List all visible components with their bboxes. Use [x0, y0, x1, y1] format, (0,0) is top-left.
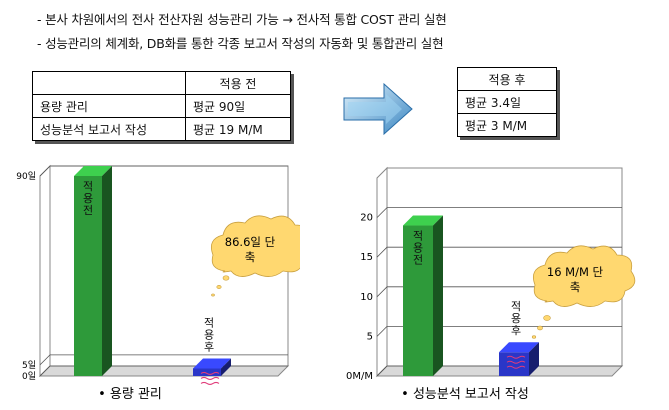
before-table-row-label: 성능분석 보고서 작성	[32, 117, 186, 141]
y-tick-label: 5	[367, 331, 373, 342]
gridline	[39, 354, 288, 366]
callout-cloud	[210, 215, 300, 277]
callout-tail-bubble	[537, 325, 543, 331]
after-bar	[193, 358, 231, 376]
after-table-row-value: 평균 3.4일	[457, 90, 557, 114]
after-table-header: 적용 후	[457, 67, 557, 91]
y-tick-label: 90일	[16, 171, 36, 182]
after-bar-pattern	[506, 355, 526, 359]
bullet-line-2: - 성능관리의 체계화, DB화를 통한 각종 보고서 작성의 자동화 및 통합…	[37, 36, 444, 51]
callout-tail-bubble	[222, 275, 230, 281]
callout-tail-bubble	[211, 293, 215, 297]
callout-tail-bubble	[543, 315, 551, 321]
before-table-header: 적용 전	[185, 71, 291, 95]
y-tick-label: 5일	[22, 360, 36, 371]
callout-label: 86.6일 단	[225, 235, 276, 249]
y-tick-label: 0M/M	[346, 371, 373, 382]
x-axis-label: • 성능분석 보고서 작성	[401, 387, 529, 402]
callout-label: 축	[570, 280, 581, 294]
callout-label: 16 M/M 단	[547, 265, 604, 279]
before-bar	[403, 215, 443, 376]
gridline	[376, 325, 622, 337]
y-tick-label: 15	[360, 252, 373, 263]
before-bar	[74, 166, 112, 376]
callout-tail-bubble	[531, 335, 537, 339]
after-bar-pattern	[200, 376, 220, 380]
callout-label: 축	[245, 250, 256, 264]
after-bar	[499, 342, 539, 376]
report-chart: 20 15 10 5 0M/M 적 용 전적 용 후 16 M/M 단축 • 성능분석 보고서 작성	[346, 166, 636, 402]
after-bar-pattern	[506, 360, 526, 364]
chart-side-wall	[39, 164, 51, 378]
gridline	[39, 165, 288, 177]
after-bar-pattern	[200, 381, 220, 385]
right-arrow-icon	[343, 82, 413, 136]
before-table-row-value: 평균 90일	[185, 94, 291, 118]
y-tick-label: 10	[360, 292, 373, 303]
before-table-row-value: 평균 19 M/M	[185, 117, 291, 141]
gridline	[376, 246, 622, 258]
bullet-line-1: - 본사 차원에서의 전사 전산자원 성능관리 가능 → 전사적 통합 COST…	[37, 12, 447, 27]
gridline	[376, 365, 622, 377]
before-table: 적용 전 용량 관리 평균 90일 성능분석 보고서 작성 평균 19 M/M	[32, 71, 291, 141]
before-table-row-label: 용량 관리	[32, 94, 186, 118]
chart-side-wall	[376, 166, 388, 378]
after-table-row-value: 평균 3 M/M	[457, 113, 557, 137]
before-table-corner	[32, 71, 186, 95]
callout-cloud	[532, 245, 636, 307]
callout-tail-bubble	[216, 285, 222, 289]
gridline	[376, 207, 622, 218]
y-tick-label: 20	[360, 213, 373, 224]
x-axis-label: • 용량 관리	[98, 387, 162, 402]
after-bar-pattern	[200, 371, 220, 375]
y-tick-label: 0일	[22, 371, 36, 382]
after-table: 적용 후 평균 3.4일 평균 3 M/M	[457, 67, 557, 137]
after-bar-pattern	[506, 365, 526, 369]
